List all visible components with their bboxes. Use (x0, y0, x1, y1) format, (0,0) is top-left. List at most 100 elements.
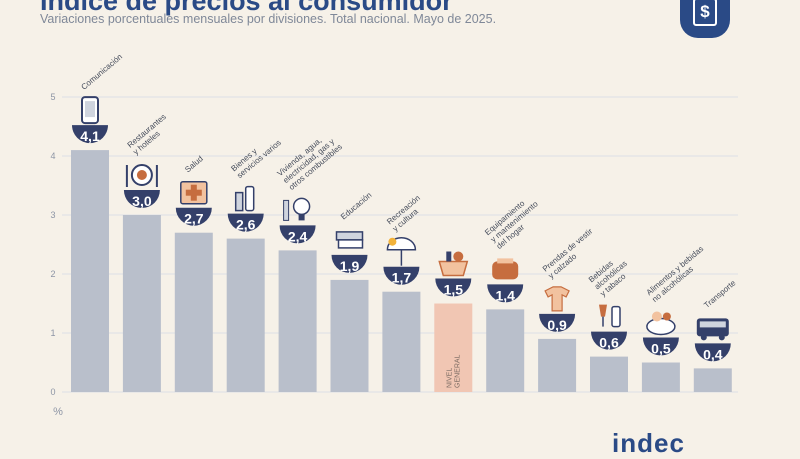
value-label: 0,9 (547, 317, 567, 333)
value-bubble: 1,4 (487, 284, 524, 303)
category-label-line: Transporte (702, 278, 738, 310)
bar-10 (538, 338, 577, 392)
dining-plate-icon (125, 164, 158, 187)
toiletries-icon (234, 185, 255, 212)
bar-7 (382, 291, 421, 392)
value-label: 0,6 (599, 335, 619, 351)
bar-11 (590, 356, 628, 392)
value-bubble-shape (591, 331, 627, 350)
value-bubble: 2,4 (279, 225, 316, 244)
bar-13 (693, 368, 732, 392)
value-label: 1,7 (392, 270, 412, 286)
value-bubble-shape (331, 254, 368, 273)
chart-title: Índice de precios al consumidor (40, 0, 453, 16)
value-bubble-shape (642, 337, 679, 356)
value-label: 3,0 (132, 193, 152, 209)
category-label: Educación (339, 191, 373, 222)
value-bubble-shape (694, 343, 731, 362)
value-bubble: 0,9 (539, 313, 576, 333)
value-label: 1,4 (495, 287, 515, 303)
chart-subtitle: Variaciones porcentuales mensuales por d… (40, 12, 497, 26)
y-tick-label: 1 (50, 328, 55, 338)
value-bubble: 1,5 (435, 278, 472, 298)
bars (71, 150, 732, 392)
indec-logo: indec (612, 428, 685, 458)
value-label: 0,5 (651, 341, 671, 357)
books-icon (335, 231, 364, 249)
value-label: 2,6 (236, 217, 256, 233)
bar-1 (71, 150, 109, 392)
category-label: Recreacióny cultura (385, 193, 428, 233)
category-label: Equipamientoy mantenimientodel hogar (483, 192, 546, 251)
value-bubble-shape (227, 213, 264, 232)
value-bubble-shape (539, 313, 576, 332)
y-tick-label: 5 (50, 92, 55, 102)
y-axis-unit: % (53, 406, 63, 418)
bar-9 (486, 309, 525, 392)
dollar-document-icon: $ (693, 0, 717, 26)
value-bubble: 0,6 (591, 331, 627, 351)
indec-badge: $ (680, 0, 730, 38)
y-tick-label: 0 (50, 387, 55, 397)
value-label: 1,5 (444, 282, 464, 298)
category-label: Vivienda, agua,electricidad, gas yotros … (276, 128, 344, 192)
value-bubble-shape (72, 125, 108, 144)
bar-2 (122, 215, 161, 392)
category-label: Salud (183, 154, 204, 174)
value-label: 0,4 (703, 346, 723, 362)
lightbulb-tools-icon (283, 197, 311, 221)
category-label: Prendas de vestiry calzado (541, 226, 601, 280)
y-tick-label: 2 (50, 269, 55, 279)
value-label: 1,9 (340, 258, 360, 274)
y-axis-ticks: 0 1 2 3 4 5 (50, 92, 55, 397)
bar-12 (641, 362, 680, 392)
value-bubble: 1,7 (383, 266, 420, 286)
category-label-line: Comunicación (80, 52, 125, 91)
value-bubble: 4,1 (72, 125, 108, 144)
bar-8 (434, 303, 473, 392)
bar-4 (226, 238, 265, 392)
category-label: Bebidasalcohólicasy tabaco (587, 252, 635, 298)
category-label-line: Alimentos y bebidas (645, 244, 706, 297)
toaster-icon (492, 258, 519, 280)
value-bubble: 0,4 (694, 343, 731, 362)
value-bubble-shape (383, 266, 420, 285)
clothing-icon (544, 286, 570, 312)
value-bubble: 2,6 (227, 213, 264, 233)
value-label: 2,7 (184, 211, 204, 227)
beach-umbrella-icon (386, 237, 417, 266)
bar-chart: 0 1 2 3 4 5 4,1 3,0 2,7 2,6 2,4 1,9 1,7 1,5 1,4 0,9 0,6… (50, 52, 738, 418)
category-label-line: Salud (183, 154, 204, 174)
category-label: Transporte (702, 278, 738, 310)
y-tick-label: 4 (50, 151, 55, 161)
category-label: Comunicación (80, 52, 125, 91)
value-label: 2,4 (288, 228, 308, 244)
category-label-line: Educación (339, 191, 373, 222)
bar-3 (174, 232, 213, 392)
value-bubble: 0,5 (642, 337, 679, 357)
bar-5 (278, 250, 317, 392)
value-bubble-shape (487, 284, 524, 303)
value-bubble-shape (123, 190, 160, 208)
bus-icon (696, 318, 729, 341)
in-bar-label-line: NIVEL (446, 368, 453, 388)
y-tick-label: 3 (50, 210, 55, 220)
value-labels: 4,1 3,0 2,7 2,6 2,4 1,9 1,7 1,5 1,4 0,9 0,6 0,5 0,4 (72, 125, 731, 362)
category-label: Restaurantesy hoteles (126, 112, 174, 156)
category-icons (81, 96, 729, 341)
first-aid-icon (180, 180, 208, 205)
food-plate-icon (646, 311, 676, 336)
wine-glass-icon (599, 304, 621, 328)
in-bar-label: NIVELGENERAL (446, 354, 461, 388)
value-label: 4,1 (80, 128, 100, 144)
value-bubble: 3,0 (123, 190, 160, 209)
value-bubble: 1,9 (331, 254, 368, 274)
value-bubble: 2,7 (175, 207, 212, 227)
in-bar-label-line: GENERAL (454, 354, 461, 388)
value-bubble-shape (175, 207, 212, 226)
smartphone-icon (81, 96, 99, 125)
bar-6 (330, 279, 369, 392)
value-bubble-shape (279, 225, 316, 244)
shopping-basket-icon (438, 251, 469, 277)
value-bubble-shape (435, 278, 472, 297)
